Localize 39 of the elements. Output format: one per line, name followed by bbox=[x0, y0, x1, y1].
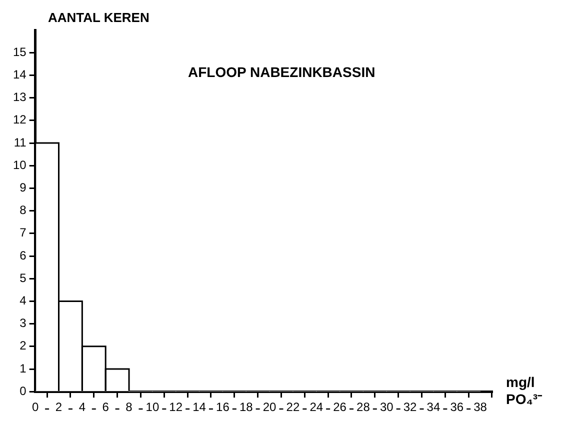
x-tick-label: 38 bbox=[474, 400, 488, 414]
y-tick-label: 15 bbox=[12, 44, 27, 59]
x-tick-label: 20 bbox=[262, 400, 277, 414]
x-tick-label: 26 bbox=[333, 400, 347, 414]
y-tick-label: 11 bbox=[14, 135, 27, 150]
y-tick-label: 13 bbox=[12, 90, 27, 104]
x-tick-label: 28 bbox=[356, 400, 370, 414]
x-tick-label: 2 bbox=[55, 400, 62, 414]
x-axis-title: mg/l PO₄³⁻ bbox=[506, 374, 543, 408]
x-tick-label: 22 bbox=[286, 400, 300, 414]
x-tick-label: 12 bbox=[169, 400, 183, 414]
x-tick-label: 10 bbox=[146, 400, 160, 414]
x-tick-label: 24 bbox=[310, 400, 324, 414]
y-tick-label: 4 bbox=[20, 294, 27, 308]
y-tick-label: 0 bbox=[20, 384, 27, 398]
x-tick-label: 0 bbox=[32, 400, 40, 414]
y-tick-label: 14 bbox=[12, 68, 27, 82]
x-tick-label: 16 bbox=[216, 400, 230, 414]
y-tick-label: 10 bbox=[12, 158, 27, 172]
y-tick-label: 3 bbox=[20, 316, 27, 330]
y-tick-label: 8 bbox=[20, 203, 27, 218]
y-tick-label: 7 bbox=[20, 226, 27, 240]
y-tick-label: 2 bbox=[20, 338, 27, 353]
y-tick-label: 6 bbox=[20, 248, 27, 262]
x-tick-label: 30 bbox=[380, 400, 394, 414]
x-tick-label: 8 bbox=[126, 400, 133, 414]
x-tick-label: 34 bbox=[426, 400, 440, 414]
text: AFLOOP NABEZINKBASSIN bbox=[188, 64, 376, 80]
y-tick-label: 1 bbox=[20, 361, 27, 376]
y-tick-label: 9 bbox=[20, 180, 27, 195]
x-tick-label: 14 bbox=[192, 400, 206, 414]
x-tick-label: 6 bbox=[102, 400, 110, 414]
y-tick-label: 12 bbox=[12, 112, 27, 127]
x-tick-label: 32 bbox=[403, 400, 418, 414]
x-tick-label: 18 bbox=[239, 400, 254, 414]
x-tick-label: 4 bbox=[78, 400, 86, 414]
x-tick-label: 36 bbox=[450, 400, 464, 414]
y-tick-label: 5 bbox=[20, 270, 27, 285]
y-axis-title: AANTAL KEREN bbox=[48, 10, 150, 25]
